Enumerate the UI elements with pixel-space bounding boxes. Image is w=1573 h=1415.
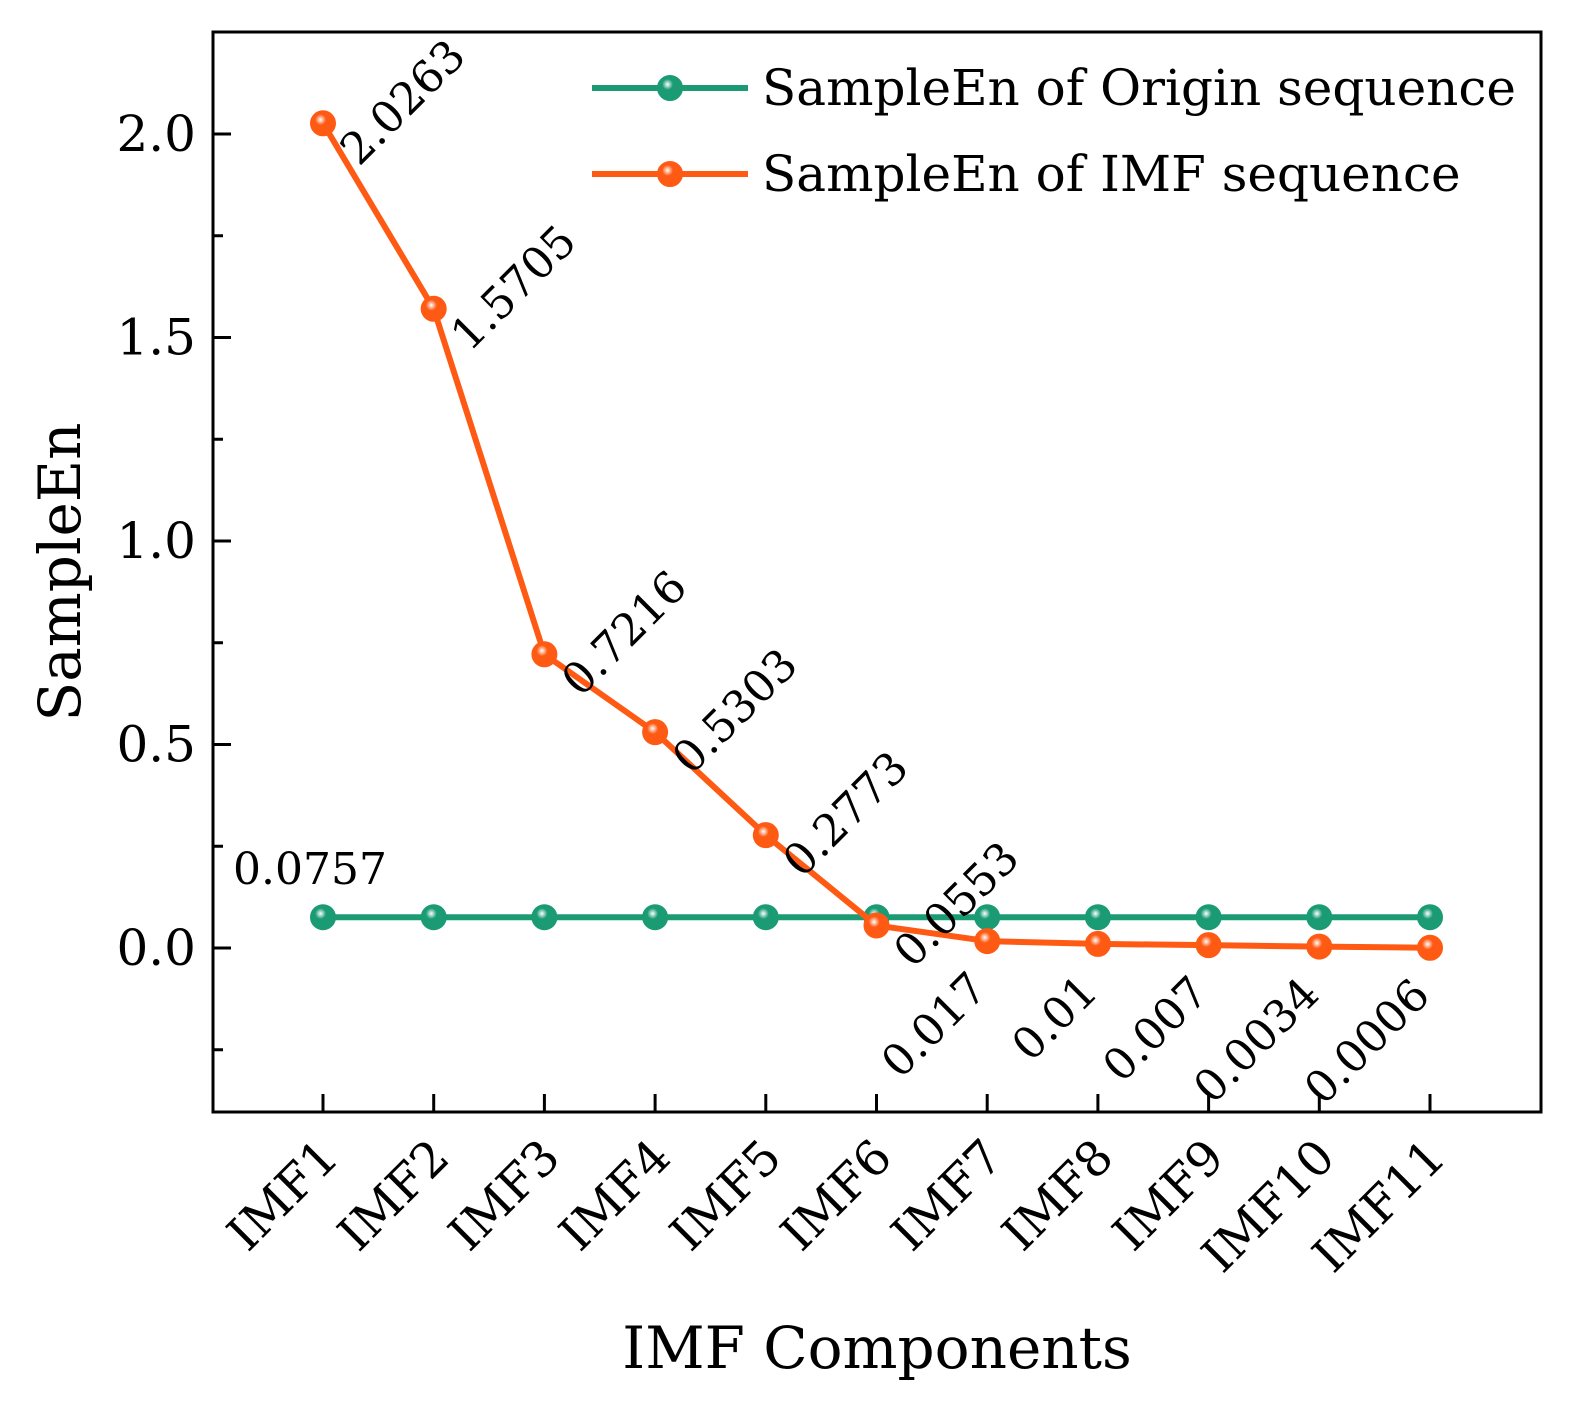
- data-point: [531, 904, 558, 931]
- data-label: 0.01: [1002, 966, 1107, 1071]
- y-tick-label: 0.5: [116, 716, 196, 774]
- data-label: 0.0553: [884, 832, 1029, 977]
- x-tick-label: IMF7: [881, 1129, 1014, 1262]
- y-tick-label: 2.0: [116, 105, 196, 163]
- y-tick-label: 1.0: [116, 512, 196, 570]
- data-point: [1084, 904, 1111, 931]
- legend: SampleEn of Origin sequence SampleEn of I…: [592, 59, 1516, 203]
- series-line-sampleen-of-imf-sequence: [320, 121, 1431, 951]
- y-tick-label: 1.5: [116, 309, 196, 367]
- x-tick-label: IMF3: [438, 1129, 571, 1262]
- data-label: 2.0263: [331, 30, 476, 175]
- legend-marker: [657, 161, 683, 187]
- legend-label: SampleEn of Origin sequence: [762, 59, 1516, 117]
- data-point: [310, 904, 336, 931]
- x-tick-label: IMF4: [549, 1129, 682, 1262]
- data-point: [1417, 934, 1443, 961]
- x-axis-title: IMF Components: [622, 1314, 1131, 1382]
- data-label: 1.5705: [441, 216, 586, 361]
- legend-label: SampleEn of IMF sequence: [762, 145, 1461, 203]
- y-axis: 0.0 0.5 1.0 1.5 2.0: [116, 105, 231, 1052]
- data-point: [752, 904, 779, 931]
- series-layer: [310, 110, 1443, 961]
- data-point: [420, 904, 447, 931]
- data-label: 0.017: [872, 963, 997, 1088]
- data-point: [752, 822, 779, 849]
- data-label: 0.5303: [663, 639, 808, 784]
- x-tick-label: IMF1: [217, 1129, 350, 1262]
- data-point: [1306, 904, 1333, 931]
- x-tick-label: IMF8: [991, 1129, 1124, 1262]
- data-point: [310, 110, 336, 137]
- data-label: 0.2773: [774, 742, 919, 887]
- legend-marker: [657, 75, 683, 101]
- data-point: [642, 719, 669, 746]
- x-tick-label: IMF5: [659, 1129, 792, 1262]
- data-point: [1306, 933, 1333, 960]
- data-point: [531, 641, 558, 668]
- y-tick-label: 0.0: [116, 919, 196, 977]
- data-point: [642, 904, 669, 931]
- data-label: 0.0006: [1295, 969, 1440, 1114]
- data-point: [1417, 904, 1443, 931]
- data-point: [863, 912, 890, 939]
- x-axis: IMF1IMF2IMF3IMF4IMF5IMF6IMF7IMF8IMF9IMF1…: [217, 1094, 1456, 1283]
- data-point: [974, 928, 1001, 955]
- data-point: [1195, 932, 1222, 959]
- data-point: [1084, 930, 1111, 957]
- data-point: [420, 295, 447, 322]
- x-tick-label: IMF6: [770, 1129, 903, 1262]
- data-point: [1195, 904, 1222, 931]
- data-label: 0.7216: [552, 561, 697, 706]
- data-label: 0.0757: [233, 844, 387, 895]
- y-axis-title: SampleEn: [26, 422, 94, 721]
- x-tick-label: IMF2: [327, 1129, 460, 1262]
